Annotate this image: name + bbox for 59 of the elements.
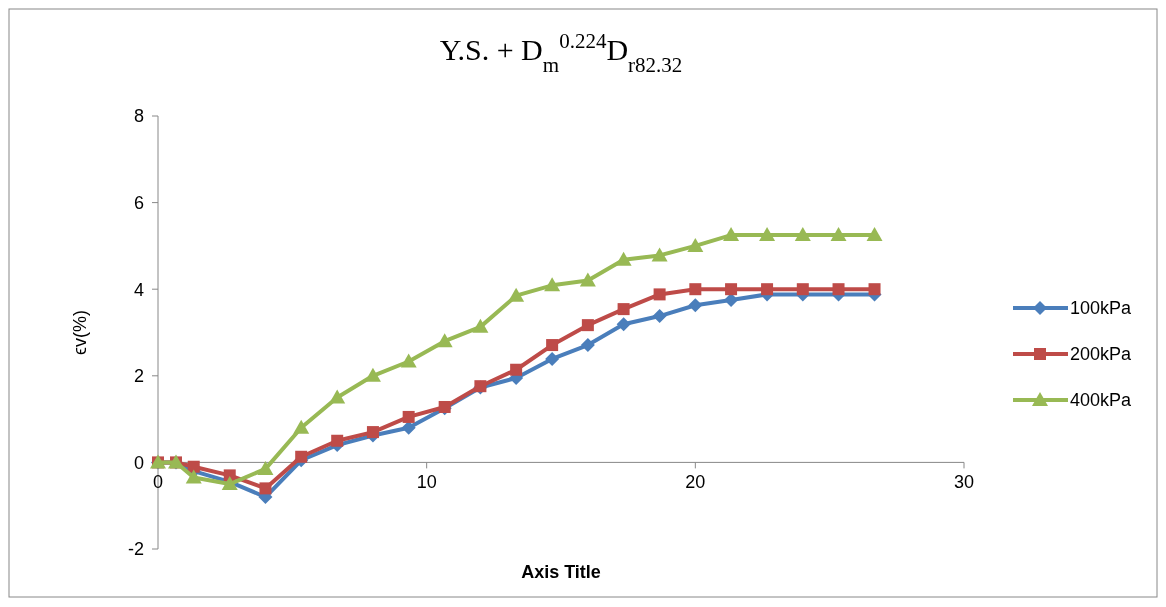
y-tick-label: 4 [133,279,144,300]
y-tick-label: 6 [133,192,144,213]
y-tick-label: -2 [127,539,144,560]
point [688,298,703,313]
point [724,293,739,308]
point [689,283,702,296]
point [402,410,415,423]
point [545,351,560,366]
point [652,309,667,324]
point [794,227,811,242]
point [331,434,344,447]
chart-title: Y.S. + D$_{m}$$^{0.224}$D$_{r82.32}$ [439,29,683,77]
point [472,318,489,333]
point [723,227,740,242]
point [259,482,272,495]
legend-label: 400kPa [1070,390,1133,411]
x-tick-label: 10 [416,472,437,493]
point [725,283,738,296]
point [617,303,630,316]
point [329,389,346,404]
point [546,339,559,352]
legend-label: 100kPa [1070,298,1133,319]
point [866,227,883,242]
point [510,363,523,376]
point [653,288,666,301]
point [508,287,525,302]
y-axis-title: ϵv(%) [70,310,90,355]
legend-label: 200kPa [1070,344,1133,365]
point [257,460,274,475]
point [868,283,881,296]
y-tick-label: 2 [133,366,144,387]
x-tick-label: 20 [685,472,706,493]
point [544,277,561,292]
point [615,251,632,266]
point [401,420,416,435]
x-axis-title: Axis Title [521,562,601,582]
point [796,283,809,296]
x-tick-label: 0 [152,472,164,493]
point [830,227,847,242]
point [579,272,596,287]
point [832,283,845,296]
point [580,338,595,353]
point [293,419,310,434]
point [366,426,379,439]
point [581,319,594,332]
y-tick-label: 0 [133,452,144,473]
y-tick-label: 8 [133,106,144,127]
point [759,227,776,242]
point [187,460,200,473]
point [687,237,704,252]
point [761,283,774,296]
point [400,353,417,368]
point [295,450,308,463]
point [436,333,453,348]
point [185,469,202,484]
point [651,247,668,262]
x-tick-label: 30 [953,472,975,493]
point [616,317,631,332]
point [364,367,381,382]
